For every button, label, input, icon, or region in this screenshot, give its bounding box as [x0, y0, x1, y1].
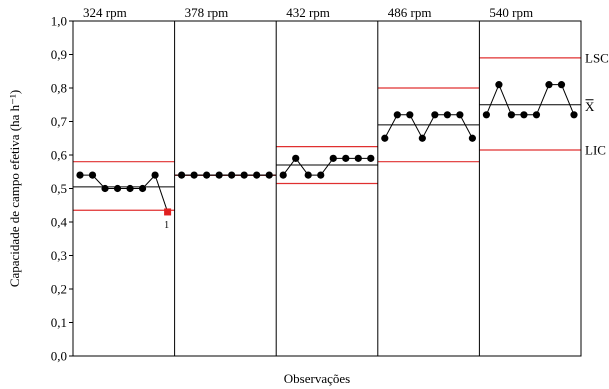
phase-label: 432 rpm — [286, 5, 330, 20]
data-point — [253, 171, 261, 179]
limit-lines-layer — [73, 57, 581, 211]
y-tick-label: 0,6 — [51, 148, 68, 163]
out-of-control-point — [164, 208, 172, 216]
y-tick-label: 0,5 — [51, 181, 67, 196]
series-line — [80, 174, 169, 213]
y-tick-label: 0,8 — [51, 81, 67, 96]
violation-label: 1 — [164, 220, 169, 231]
y-tick-label: 0,3 — [51, 248, 67, 263]
lcl-label: LIC — [585, 142, 606, 157]
data-point — [317, 171, 325, 179]
center-label: X — [585, 99, 595, 114]
data-point — [468, 134, 476, 142]
series-line — [485, 83, 575, 116]
data-point — [482, 111, 490, 119]
y-tick-label: 0,1 — [51, 315, 67, 330]
plot-frame — [72, 20, 582, 357]
data-point — [190, 171, 198, 179]
data-point — [329, 154, 337, 162]
data-point — [292, 154, 300, 162]
phase-label: 378 rpm — [185, 5, 229, 20]
plot-frame-layer — [69, 20, 582, 357]
data-point — [381, 134, 389, 142]
data-point — [88, 171, 97, 179]
data-point — [304, 171, 312, 179]
data-point — [456, 111, 464, 119]
y-axis-title: Capacidade de campo efetiva (ha h⁻¹) — [7, 90, 22, 287]
data-point — [545, 81, 553, 89]
data-point — [570, 111, 578, 119]
x-axis-title: Observações — [284, 371, 350, 386]
y-tick-label: 1,0 — [51, 14, 67, 29]
y-tick-label: 0,0 — [51, 349, 67, 364]
data-point — [406, 111, 414, 119]
y-tick-label: 0,4 — [51, 215, 68, 230]
data-point — [532, 111, 541, 119]
text-layer: 0,0 0,1 0,2 0,3 0,4 0,5 0,6 0,7 0,8 0,9 1,0 324 rpm… — [7, 5, 609, 386]
data-point — [431, 111, 439, 119]
phase-label: 486 rpm — [388, 5, 432, 20]
data-point — [228, 171, 236, 179]
data-point — [354, 154, 362, 162]
data-point — [101, 184, 109, 193]
data-point — [367, 154, 375, 162]
data-point — [520, 111, 528, 119]
phase-label: 540 rpm — [489, 5, 533, 20]
data-point — [265, 171, 273, 179]
data-layer — [76, 81, 578, 216]
data-point — [507, 111, 516, 119]
data-point — [495, 81, 503, 89]
data-point — [203, 171, 211, 179]
phase-label: 324 rpm — [83, 5, 127, 20]
ucl-label: LSC — [585, 50, 609, 65]
data-point — [178, 171, 186, 179]
data-point — [443, 111, 451, 119]
data-point — [342, 154, 350, 162]
data-point — [215, 171, 223, 179]
y-tick-label: 0,7 — [51, 114, 68, 129]
data-point — [557, 81, 566, 89]
data-point — [113, 184, 122, 193]
y-tick-label: 0,9 — [51, 47, 67, 62]
data-point — [138, 184, 147, 193]
data-point — [279, 171, 287, 179]
y-tick-label: 0,2 — [51, 282, 67, 297]
data-point — [240, 171, 248, 179]
data-point — [418, 134, 426, 142]
data-point — [393, 111, 401, 119]
data-point — [151, 171, 159, 179]
data-point — [126, 184, 134, 193]
data-point — [76, 171, 84, 179]
